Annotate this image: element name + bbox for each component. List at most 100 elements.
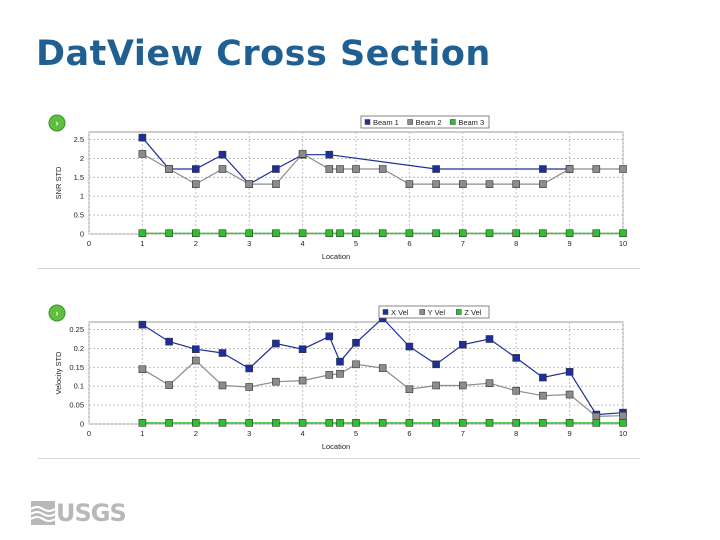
expand-button[interactable]: › — [48, 114, 66, 132]
data-point — [592, 412, 601, 421]
data-point — [432, 360, 440, 369]
x-tick-label: 7 — [461, 429, 465, 438]
data-point — [352, 338, 360, 347]
data-point — [218, 165, 227, 173]
data-point — [138, 229, 147, 238]
data-point — [138, 419, 147, 427]
data-point — [165, 337, 173, 346]
data-point — [565, 229, 574, 238]
velocity-std-chart: › 0 1 2 3 4 5 6 7 8 9 10 0 0.05 0.1 0.15 0.2 0.25 Location… — [48, 304, 627, 451]
data-point — [336, 357, 344, 366]
chart-panel-velocity: › 0 1 2 3 4 5 6 7 8 9 10 0 0.05 0.1 0.15 0.2 0.25 Location… — [38, 300, 640, 458]
data-point — [325, 371, 334, 379]
legend-swatch — [456, 309, 462, 315]
data-point — [272, 180, 280, 188]
data-point — [325, 165, 334, 173]
y-tick-label: 0.25 — [69, 325, 84, 334]
data-point — [192, 345, 200, 354]
data-point — [298, 229, 307, 238]
data-point — [336, 419, 344, 427]
data-point — [272, 339, 280, 348]
data-point — [336, 229, 344, 238]
y-tick-label: 1.5 — [74, 173, 84, 182]
data-point — [432, 419, 440, 427]
data-point — [619, 229, 627, 238]
data-point — [352, 360, 360, 369]
data-point — [432, 165, 440, 173]
data-point — [458, 180, 467, 188]
data-point — [512, 386, 521, 395]
data-point — [218, 381, 227, 390]
x-tick-label: 10 — [619, 239, 627, 248]
data-point — [378, 364, 387, 372]
data-point — [405, 342, 414, 351]
data-point — [539, 229, 547, 238]
data-point — [565, 165, 574, 173]
divider-bottom — [38, 458, 640, 459]
x-axis-label: Location — [322, 442, 350, 451]
data-point — [539, 391, 547, 400]
x-tick-label: 9 — [568, 429, 572, 438]
legend-swatch — [407, 119, 413, 125]
legend: X Vel Y Vel Z Vel — [378, 305, 490, 319]
slide-title: DatView Cross Section — [36, 34, 491, 74]
y-tick-label: 0 — [80, 230, 84, 239]
data-point — [192, 419, 200, 427]
x-tick-label: 3 — [247, 429, 251, 438]
legend-label: Beam 2 — [416, 118, 442, 127]
expand-icon — [48, 304, 66, 322]
data-point — [245, 419, 253, 427]
data-point — [539, 165, 547, 173]
data-point — [298, 419, 307, 427]
data-point — [405, 229, 414, 238]
data-point — [336, 369, 344, 378]
x-tick-label: 4 — [301, 239, 305, 248]
data-point — [458, 229, 467, 238]
data-point — [218, 229, 227, 238]
x-tick-label: 10 — [619, 429, 627, 438]
expand-button[interactable]: › — [48, 304, 66, 322]
data-point — [619, 411, 627, 420]
data-point — [165, 381, 173, 389]
data-point — [245, 229, 253, 238]
y-axis-label: SNR STD — [54, 166, 63, 200]
y-tick-label: 0.1 — [74, 382, 84, 391]
data-point — [218, 150, 227, 159]
series-beam-3 — [138, 229, 627, 238]
data-point — [485, 379, 494, 387]
x-tick-label: 9 — [568, 239, 572, 248]
legend-swatch — [382, 309, 389, 315]
data-point — [165, 229, 173, 238]
data-point — [565, 390, 574, 399]
data-point — [539, 419, 547, 427]
y-tick-label: 0.05 — [69, 401, 84, 410]
series-line — [142, 359, 624, 418]
data-point — [592, 229, 601, 238]
data-point — [352, 229, 360, 238]
x-tick-label: 5 — [354, 429, 358, 438]
data-point — [432, 381, 440, 390]
data-point — [592, 165, 601, 173]
legend-label: Y Vel — [428, 308, 446, 317]
data-point — [325, 150, 334, 159]
data-point — [165, 165, 173, 173]
data-point — [245, 383, 253, 391]
legend-label: Beam 1 — [373, 118, 399, 127]
data-point — [378, 229, 387, 238]
legend-label: Z Vel — [464, 308, 481, 317]
legend: Beam 1 Beam 2 Beam 3 — [360, 115, 490, 129]
usgs-wave-icon — [30, 501, 56, 525]
data-point — [138, 150, 147, 158]
data-point — [592, 419, 601, 427]
x-tick-label: 0 — [87, 429, 91, 438]
data-point — [378, 165, 387, 173]
y-tick-label: 0 — [80, 420, 84, 429]
data-point — [485, 419, 494, 427]
data-point — [218, 419, 227, 427]
data-point — [325, 332, 334, 341]
series-line — [142, 153, 623, 185]
expand-icon — [48, 114, 66, 132]
x-tick-label: 8 — [514, 239, 518, 248]
series-beam-2 — [138, 150, 627, 188]
y-tick-label: 0.15 — [69, 363, 84, 372]
